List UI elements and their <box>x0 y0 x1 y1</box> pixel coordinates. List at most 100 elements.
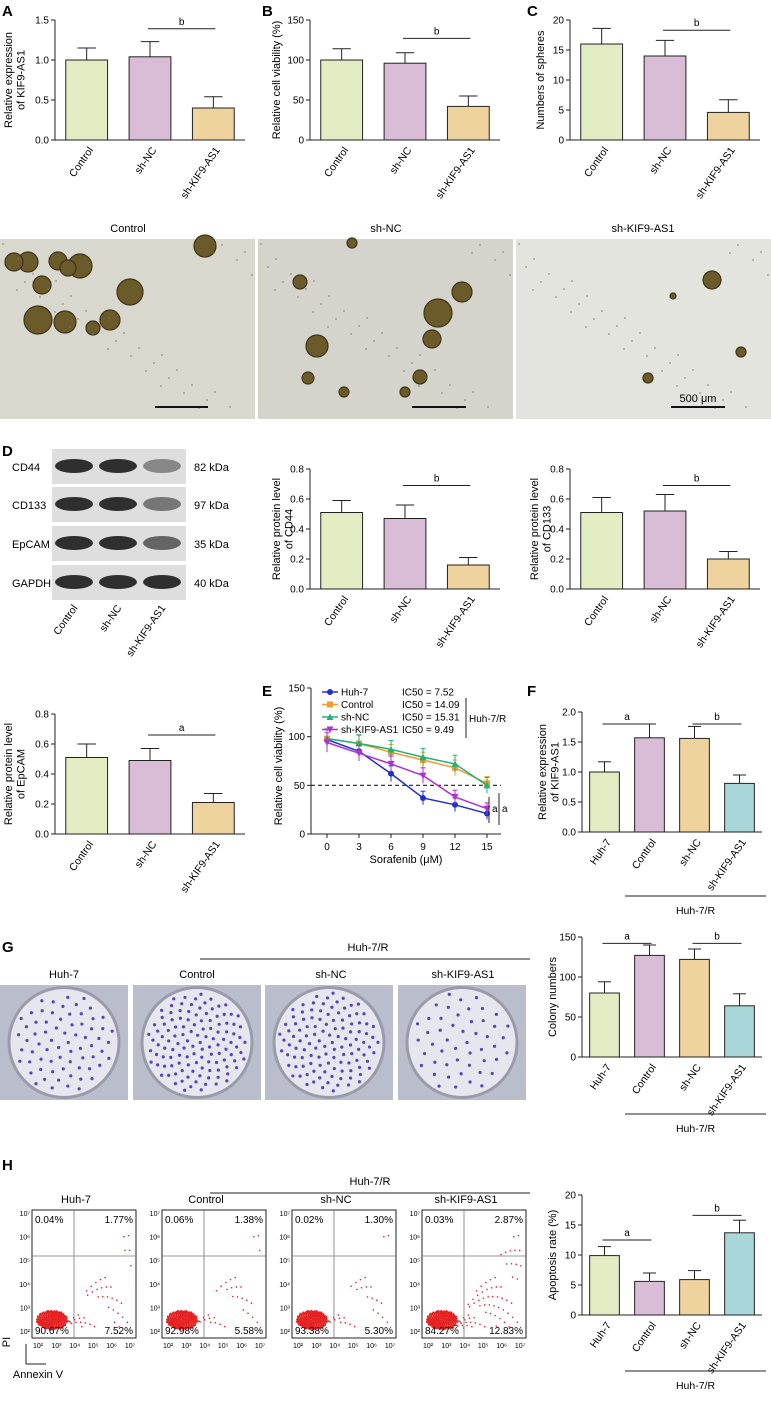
colony-dot <box>101 1026 105 1031</box>
colony-dot <box>201 1027 205 1031</box>
colony-dot <box>209 997 213 1001</box>
colony-dot <box>222 1012 226 1016</box>
event-dot <box>516 1278 519 1280</box>
event-dot <box>431 1325 434 1328</box>
colony-dot <box>180 1069 184 1073</box>
significance-label: a <box>624 931 630 942</box>
event-dot <box>429 1312 432 1315</box>
colony-dot <box>493 1024 497 1029</box>
event-dot <box>517 1234 520 1237</box>
x-tick-label: sh-KIF9-AS1 <box>693 145 737 201</box>
colony-dot <box>70 1023 74 1027</box>
colony-label-control: Control <box>179 969 214 981</box>
event-dot <box>432 1311 435 1314</box>
colony-dot <box>173 1072 178 1076</box>
quadrant-upper-right: 2.87% <box>495 1215 523 1226</box>
event-dot <box>97 1296 99 1298</box>
event-dot <box>444 1327 447 1330</box>
series-line <box>326 741 488 810</box>
colony-dot <box>156 1063 160 1067</box>
colony-dot <box>331 991 335 995</box>
colony-dot <box>282 1038 286 1042</box>
event-dot <box>429 1324 432 1327</box>
event-dot <box>502 1309 505 1311</box>
blot-band <box>143 497 181 511</box>
bar <box>65 59 109 141</box>
y-tick-label: 1.5 <box>35 16 49 27</box>
colony-dot <box>286 1053 290 1057</box>
colony-dot <box>313 1024 317 1029</box>
colony-dot <box>225 1021 229 1025</box>
sphere <box>292 274 308 290</box>
flow-title: sh-KIF9-AS1 <box>435 1194 498 1206</box>
event-dot <box>308 1328 311 1331</box>
event-dot <box>462 1327 465 1329</box>
colony-dot <box>161 1055 165 1059</box>
blot-band <box>55 497 93 511</box>
colony-dot <box>325 996 330 1000</box>
event-dot <box>202 1316 205 1319</box>
x-tick-label: Control <box>630 837 659 872</box>
colony-dot <box>186 1018 190 1022</box>
event-dot <box>476 1294 479 1296</box>
debris-dot <box>160 385 162 387</box>
panel-letter-f: F <box>527 683 536 700</box>
y-tick-label: 1.5 <box>562 738 576 749</box>
colony-dot <box>43 1077 47 1081</box>
quadrant-lower-right: 5.58% <box>235 1326 263 1337</box>
event-dot <box>116 1299 118 1302</box>
colony-dot <box>330 1005 334 1009</box>
debris-dot <box>434 369 436 371</box>
series-line <box>326 737 488 786</box>
x-tick-label: 0 <box>324 842 330 853</box>
debris-dot <box>260 243 262 245</box>
colony-dot <box>454 1046 458 1050</box>
debris-dot <box>145 370 147 372</box>
debris-dot <box>123 332 125 334</box>
colony-dot <box>468 1051 472 1055</box>
event-dot <box>466 1324 468 1327</box>
event-dot <box>493 1304 495 1307</box>
x-tick-label: Huh-7 <box>588 837 614 867</box>
event-dot <box>445 1310 448 1313</box>
colony-dot <box>229 1053 233 1057</box>
flow-x-tick: 10⁴ <box>459 1343 470 1350</box>
x-tick-label: sh-NC <box>388 594 415 626</box>
legend-ic50: IC50 = 7.52 <box>402 688 454 699</box>
event-dot <box>320 1311 323 1314</box>
event-dot <box>89 1323 91 1326</box>
colony-dot <box>232 1022 236 1026</box>
colony-dot <box>208 1018 212 1023</box>
colony-dot <box>321 1029 325 1033</box>
event-dot <box>180 1309 183 1312</box>
event-dot <box>83 1316 85 1319</box>
blot-band <box>143 536 181 550</box>
event-dot <box>467 1314 470 1316</box>
event-dot <box>511 1316 514 1319</box>
colony-dot <box>341 996 345 1000</box>
significance-label: a <box>624 1228 630 1239</box>
flow-x-tick: 10⁷ <box>515 1343 526 1350</box>
event-dot <box>235 1286 238 1288</box>
colony-dot <box>226 1072 230 1076</box>
colony-dot <box>474 996 479 1000</box>
event-dot <box>258 1249 261 1252</box>
colony-dot <box>331 1089 335 1093</box>
x-tick-label: sh-NC <box>677 837 704 869</box>
event-dot <box>313 1310 316 1313</box>
colony-dot <box>169 1010 173 1015</box>
bar <box>191 802 235 835</box>
debris-dot <box>282 281 284 283</box>
colony-dot <box>51 1000 55 1004</box>
bar <box>634 1280 665 1316</box>
event-dot <box>111 1297 113 1299</box>
sphere <box>346 237 358 249</box>
colony-dot <box>181 1025 186 1029</box>
group-label: Huh-7/R <box>676 1380 716 1392</box>
colony-dot <box>494 1057 499 1062</box>
colony-dot <box>468 1080 472 1084</box>
colony-dot <box>313 1032 317 1036</box>
flow-cytometry: Huh-7/R PI Annexin V Huh-7 0.04% 1.77% 90.6… <box>1 1176 530 1381</box>
sphere <box>423 298 453 328</box>
y-tick-label: 5 <box>570 1281 576 1292</box>
